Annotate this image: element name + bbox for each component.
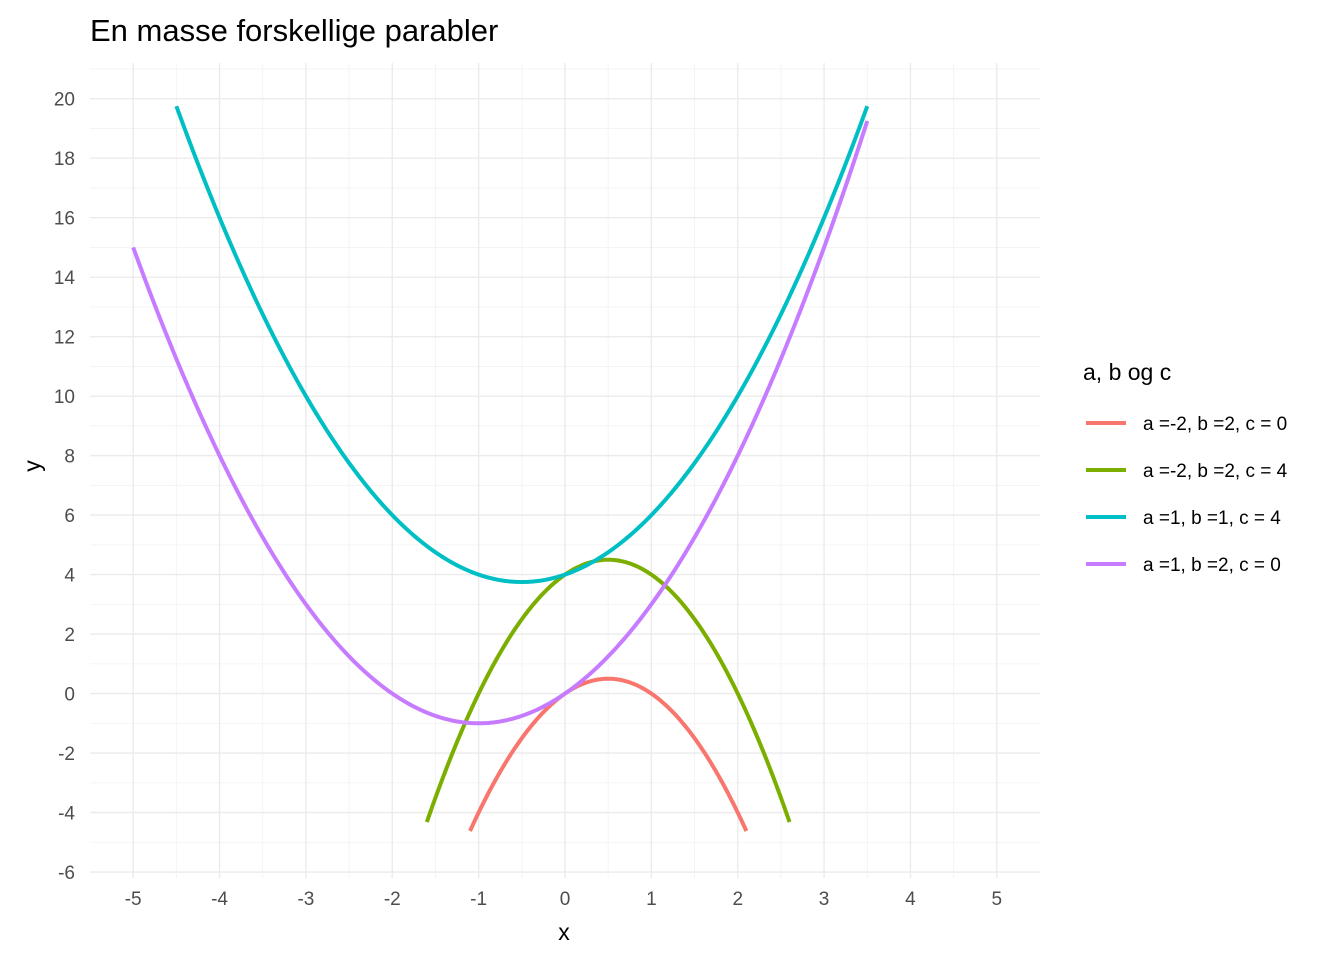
- x-tick-label: -3: [297, 889, 314, 910]
- y-tick-label: 2: [64, 625, 75, 646]
- chart-title: En masse forskellige parabler: [90, 13, 498, 48]
- series-line: [468, 676, 749, 832]
- legend-label: a =1, b =1, c = 4: [1143, 508, 1281, 529]
- y-axis-ticks: -6 -4 -2 0 2 4 6 8 10 12 14 16 18 20: [54, 90, 76, 884]
- x-tick-label: 3: [819, 889, 830, 910]
- x-tick-label: 2: [732, 889, 743, 910]
- x-tick-label: 0: [560, 889, 571, 910]
- legend-label: a =-2, b =2, c = 4: [1143, 461, 1288, 482]
- series-lines: [131, 105, 870, 832]
- y-tick-label: 18: [54, 149, 75, 170]
- legend-items: a =-2, b =2, c = 0 a =-2, b =2, c = 4 a =1…: [1086, 414, 1288, 576]
- y-tick-label: -2: [58, 744, 75, 765]
- y-tick-label: 4: [64, 566, 75, 587]
- y-tick-label: 10: [54, 387, 75, 408]
- x-tick-label: 1: [646, 889, 657, 910]
- x-tick-label: -4: [211, 889, 228, 910]
- y-tick-label: 12: [54, 328, 75, 349]
- y-tick-label: 0: [64, 685, 75, 706]
- y-tick-label: 8: [64, 447, 75, 468]
- series-line: [424, 557, 792, 823]
- y-tick-label: 6: [64, 506, 75, 527]
- x-tick-label: -2: [384, 889, 401, 910]
- y-axis-title: y: [19, 460, 45, 472]
- series-line: [131, 120, 870, 726]
- x-tick-label: -1: [470, 889, 487, 910]
- x-axis-title: x: [558, 919, 570, 945]
- legend-label: a =1, b =2, c = 0: [1143, 555, 1281, 576]
- series-line: [174, 105, 870, 585]
- legend: a, b og c a =-2, b =2, c = 0a =-2, b =2,…: [1083, 359, 1288, 576]
- y-tick-label: 14: [54, 268, 76, 289]
- y-tick-label: -4: [58, 804, 75, 825]
- x-axis-ticks: -5 -4 -3 -2 -1 0 1 2 3 4 5: [125, 889, 1002, 910]
- y-tick-label: 20: [54, 90, 75, 111]
- y-tick-label: 16: [54, 209, 75, 230]
- x-tick-label: -5: [125, 889, 142, 910]
- x-tick-label: 5: [992, 889, 1003, 910]
- x-tick-label: 4: [905, 889, 916, 910]
- legend-label: a =-2, b =2, c = 0: [1143, 414, 1287, 435]
- grid: [90, 63, 1040, 878]
- legend-title: a, b og c: [1083, 359, 1171, 385]
- y-tick-label: -6: [58, 863, 75, 884]
